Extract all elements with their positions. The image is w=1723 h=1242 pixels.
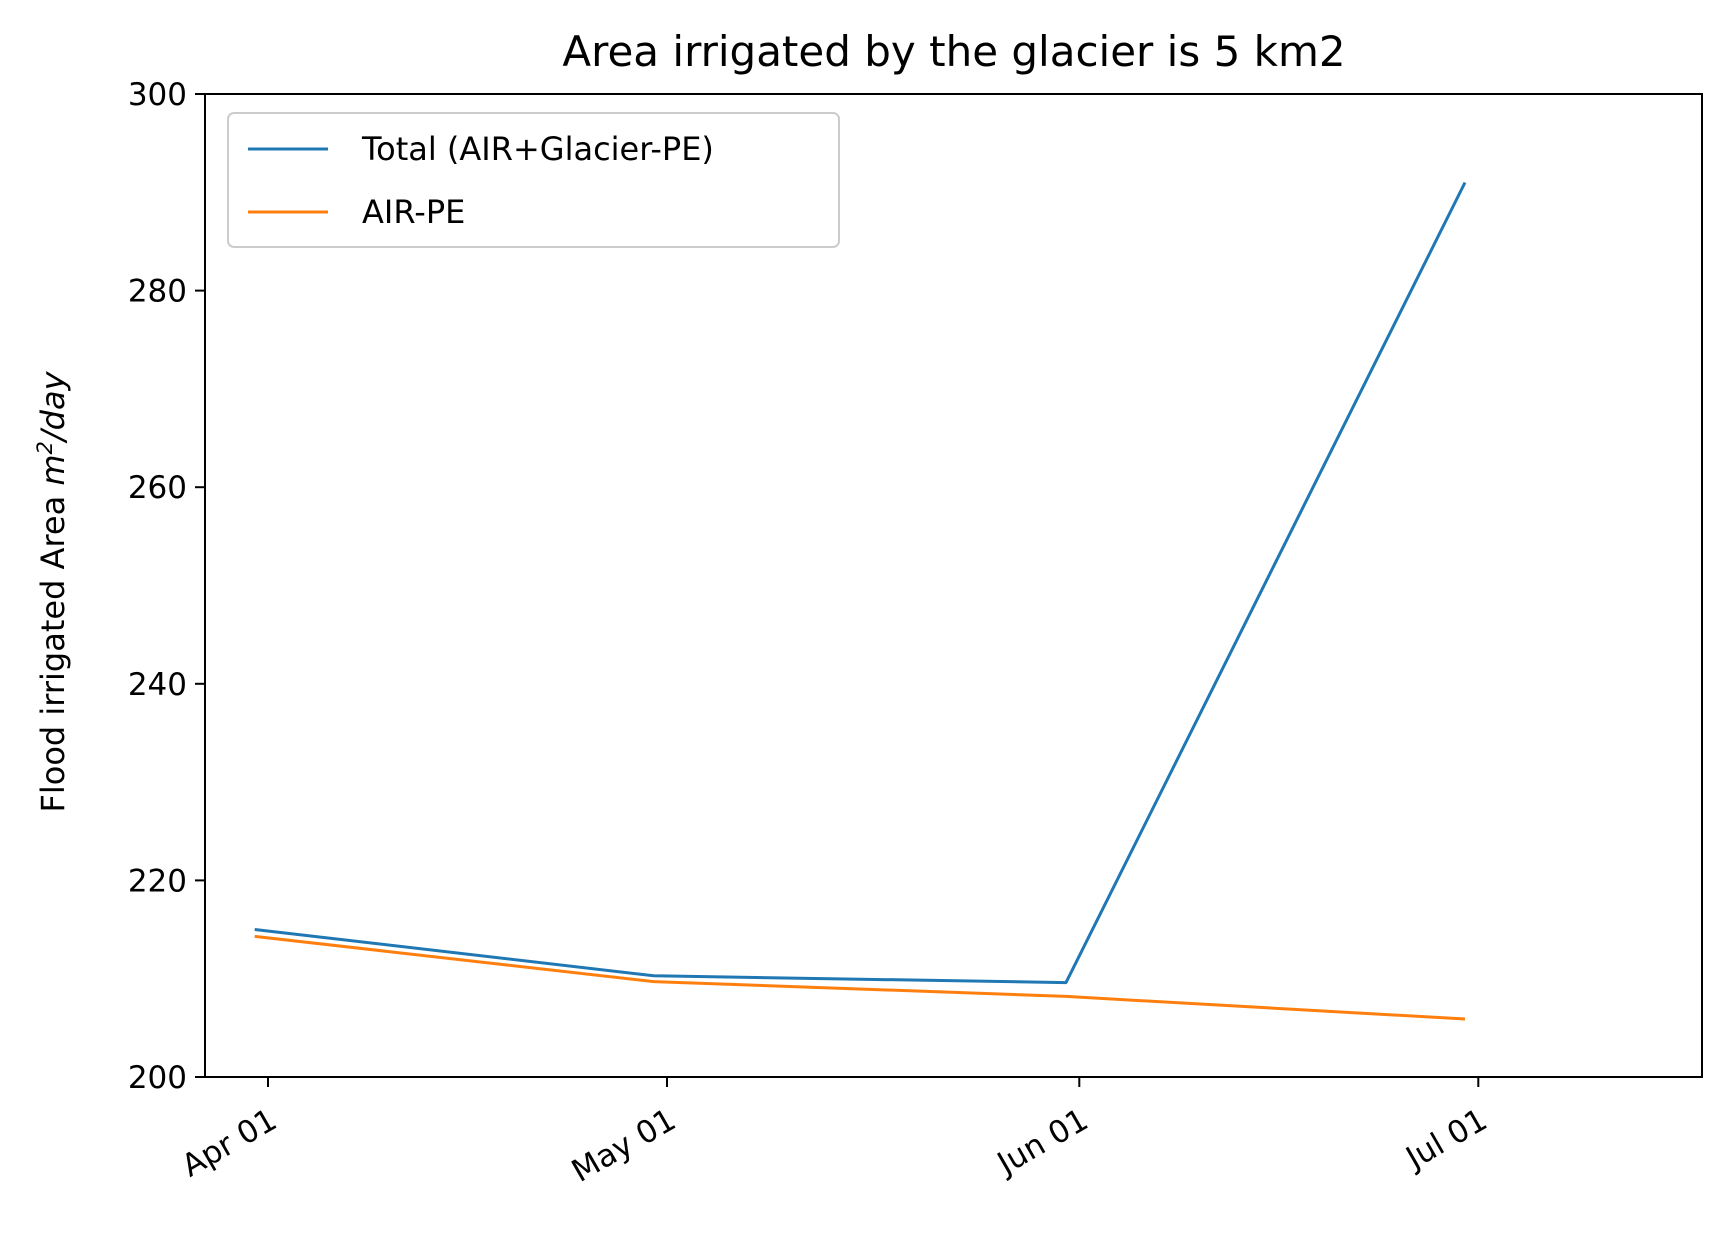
y-axis-label-unit: m <box>34 454 72 485</box>
y-tick-label: 280 <box>128 274 187 310</box>
y-axis-label-unit-suffix: /day <box>34 370 72 444</box>
chart-title: Area irrigated by the glacier is 5 km2 <box>562 27 1345 76</box>
axes-frame <box>204 93 1703 1078</box>
y-axis-label-text: Flood irrigated Area <box>34 486 72 813</box>
y-tick-label: 260 <box>128 470 187 506</box>
legend-box <box>227 112 840 248</box>
y-axis-label-unit-exponent: 2 <box>33 441 57 454</box>
legend-label-2: AIR-PE <box>362 193 465 231</box>
series-line-2 <box>254 934 1466 1021</box>
series-line-1 <box>254 181 1467 985</box>
legend: Total (AIR+Glacier-PE) AIR-PE <box>227 112 840 248</box>
y-tick-label: 200 <box>128 1060 187 1096</box>
legend-label-1: Total (AIR+Glacier-PE) <box>361 130 714 168</box>
y-tick-label: 300 <box>128 77 187 113</box>
y-tick-label: 240 <box>128 667 187 703</box>
y-tick-label: 220 <box>128 863 187 899</box>
y-axis-label: Flood irrigated Area m2/day <box>33 370 72 812</box>
